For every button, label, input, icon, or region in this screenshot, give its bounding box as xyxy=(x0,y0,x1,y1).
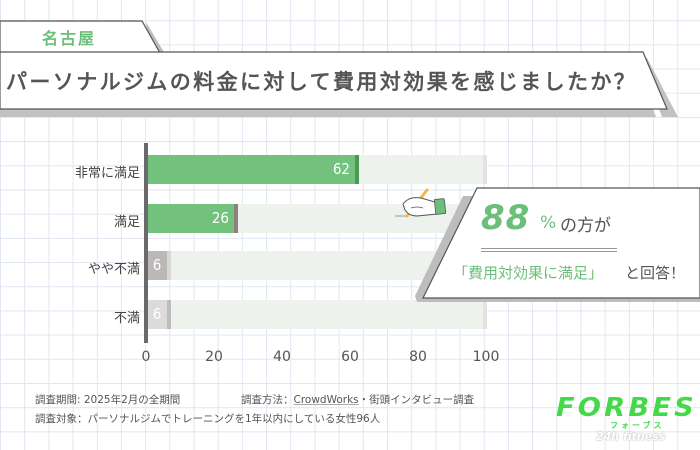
callout-headline: の方が xyxy=(560,216,611,236)
callout-tail: と回答！ xyxy=(625,264,686,282)
crowdworks-link[interactable]: CrowdWorks xyxy=(293,394,359,406)
survey-method-prefix: 調査方法： xyxy=(241,394,294,406)
callout-quote: 「費用対効果に満足」 xyxy=(453,264,604,282)
survey-period: 調査期間: 2025年2月の全期間 xyxy=(35,394,181,406)
bar-dissatisfied xyxy=(148,300,167,329)
bar-cap xyxy=(167,300,171,329)
region-tab: 名古屋 xyxy=(0,20,165,54)
bar-cap xyxy=(167,251,171,280)
region-label: 名古屋 xyxy=(42,29,97,48)
hand-writing-pencil-icon xyxy=(395,188,447,218)
category-label: 不満 xyxy=(113,311,140,326)
bar-track-end xyxy=(483,300,487,329)
x-tick: 40 xyxy=(273,349,291,365)
category-label: 満足 xyxy=(113,215,140,230)
bar-track xyxy=(148,300,487,329)
x-tick: 60 xyxy=(341,349,359,365)
bar-cap xyxy=(355,155,359,184)
x-tick: 0 xyxy=(141,349,151,365)
bar-value: 6 xyxy=(152,305,162,323)
bar-value: 62 xyxy=(332,160,350,178)
logo-main-text: FORBES xyxy=(556,393,697,423)
survey-method: 調査方法：CrowdWorks・街頭インタビュー調査 xyxy=(241,392,474,407)
page-title: パーソナルジムの料金に対して費用対効果を感じましたか？ xyxy=(6,70,638,94)
callout-underline xyxy=(481,248,617,252)
logo-sub-text: 24h fitness xyxy=(596,430,666,443)
callout-percent: 88 xyxy=(481,198,531,238)
x-tick: 20 xyxy=(205,349,223,365)
bar-satisfied xyxy=(148,204,234,233)
forbes-24h-fitness-logo: FORBES フォーブス 24h fitness xyxy=(556,393,696,449)
callout-badge: 88 % の方が 「費用対効果に満足」 と回答！ xyxy=(395,186,700,304)
survey-method-suffix: ・街頭インタビュー調査 xyxy=(358,394,475,406)
y-axis-line xyxy=(144,143,148,343)
category-label: 非常に満足 xyxy=(74,166,140,181)
bar-somewhat-dissatisfied xyxy=(148,251,167,280)
title-banner: パーソナルジムの料金に対して費用対効果を感じましたか？ xyxy=(0,51,700,117)
bar-very-satisfied xyxy=(148,155,355,184)
survey-subject: 調査対象：パーソナルジムでトレーニングを1年以内にしている女性96人 xyxy=(35,413,381,425)
bar-value: 6 xyxy=(152,256,162,274)
callout-percent-sign: % xyxy=(540,213,557,233)
category-label: やや不満 xyxy=(87,262,140,277)
bar-value: 26 xyxy=(211,209,229,227)
x-tick: 80 xyxy=(409,349,427,365)
bar-cap xyxy=(234,204,238,233)
logo-kana-text: フォーブス xyxy=(610,421,665,430)
x-tick: 100 xyxy=(472,349,500,365)
bar-track-end xyxy=(483,155,487,184)
